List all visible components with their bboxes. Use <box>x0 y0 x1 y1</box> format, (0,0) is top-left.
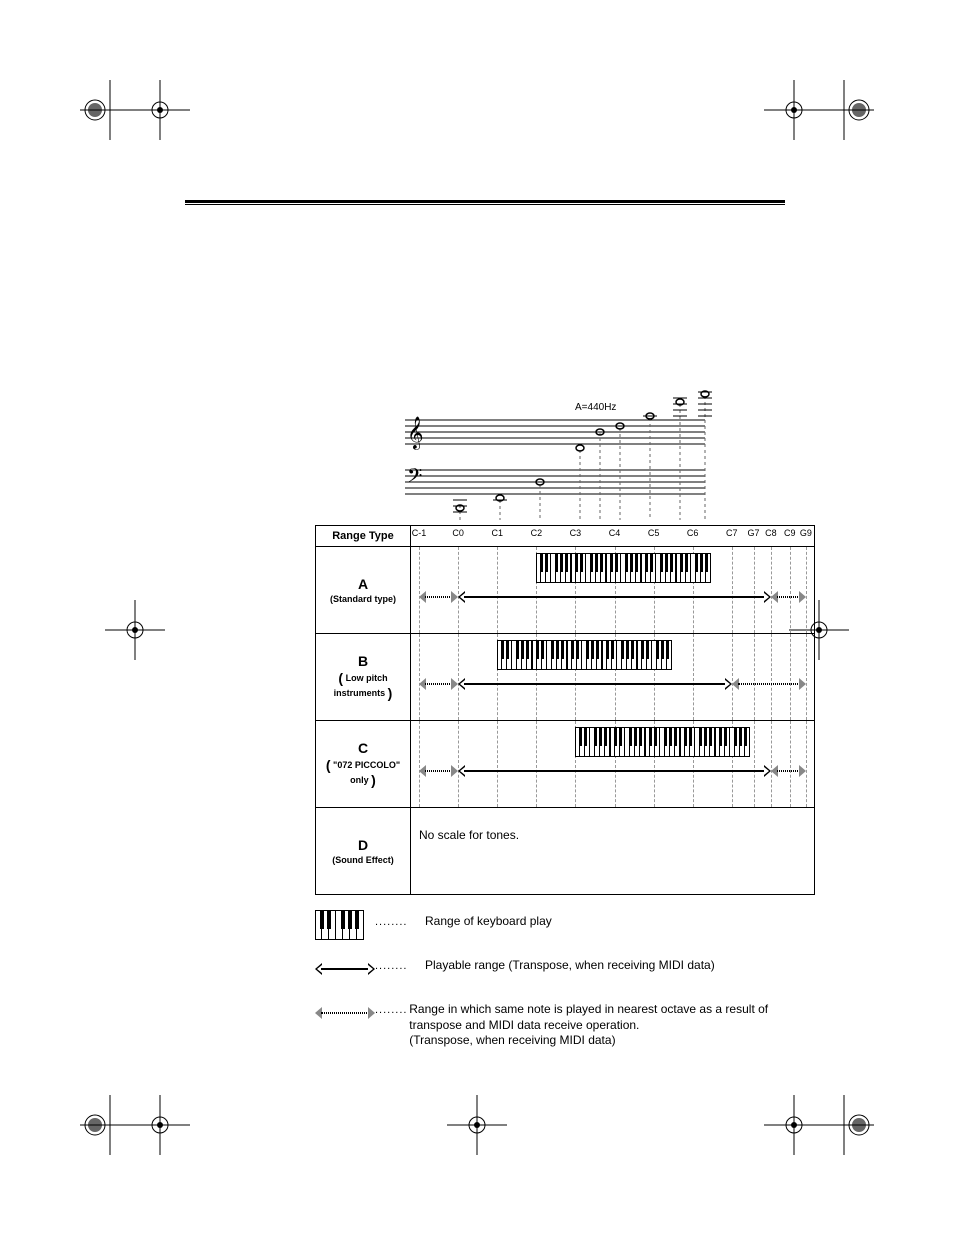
gridline <box>536 721 537 807</box>
gridline <box>458 547 459 633</box>
playable-range-arrow <box>458 591 771 603</box>
dotted-arrow-icon <box>315 998 375 1028</box>
gridline <box>790 547 791 633</box>
range-subtitle: (Sound Effect) <box>332 855 394 865</box>
crop-mark-icon <box>105 600 165 660</box>
octave-label: C3 <box>570 528 582 538</box>
octave-header-row: C-1 C0 C1 C2 C3 C4 C5 C6 C7 G7 C8 C9 G9 <box>411 526 815 547</box>
octave-label: G9 <box>800 528 812 538</box>
staff-notation: 𝄞 𝄢 <box>405 390 815 520</box>
svg-text:𝄢: 𝄢 <box>407 466 422 492</box>
octave-label: C4 <box>609 528 621 538</box>
octave-label: C9 <box>784 528 796 538</box>
table-header-range-type: Range Type <box>316 526 411 547</box>
octave-label: C1 <box>491 528 503 538</box>
legend-item-solid-arrow: ........ Playable range (Transpose, when… <box>315 954 815 984</box>
gridline <box>497 721 498 807</box>
gridline <box>771 547 772 633</box>
gridline <box>771 634 772 720</box>
gridline <box>419 547 420 633</box>
range-letter: A <box>358 576 368 592</box>
gridline <box>458 721 459 807</box>
range-diagram-cell <box>411 634 815 721</box>
dotted-range-arrow <box>732 678 806 690</box>
keyboard-range-icon <box>536 553 711 583</box>
gridline <box>458 634 459 720</box>
octave-label: C0 <box>452 528 464 538</box>
range-subtitle: ( "072 PICCOLO"only ) <box>326 758 400 789</box>
octave-label: C-1 <box>412 528 427 538</box>
gridline <box>790 634 791 720</box>
keyboard-range-icon <box>497 640 672 670</box>
gridline <box>754 547 755 633</box>
svg-text:𝄞: 𝄞 <box>407 417 424 450</box>
range-diagram-cell: No scale for tones. <box>411 808 815 895</box>
page-content: 𝄞 𝄢 <box>75 60 879 1175</box>
range-row-label: D (Sound Effect) <box>316 808 411 895</box>
range-type-table: Range Type C-1 C0 C1 C2 C3 C4 C5 C6 C7 G7 C8 C9 G9 A… <box>315 525 815 895</box>
octave-label: C2 <box>531 528 543 538</box>
octave-label: C8 <box>765 528 777 538</box>
crop-mark-icon <box>130 1095 190 1155</box>
gridline <box>806 547 807 633</box>
gridline <box>806 634 807 720</box>
crop-mark-icon <box>814 80 874 140</box>
legend-dots: ........ <box>375 954 425 972</box>
playable-range-arrow <box>458 765 771 777</box>
octave-label: G7 <box>748 528 760 538</box>
gridline <box>732 547 733 633</box>
octave-label: C7 <box>726 528 738 538</box>
dotted-range-arrow <box>419 591 458 603</box>
legend-item-dotted-arrow: ........ Range in which same note is pla… <box>315 998 815 1049</box>
keyboard-range-icon <box>575 727 750 757</box>
gridline <box>754 721 755 807</box>
gridline <box>497 547 498 633</box>
header-rule <box>185 200 785 205</box>
gridline <box>419 721 420 807</box>
gridline <box>754 634 755 720</box>
range-letter: C <box>358 740 368 756</box>
range-subtitle: (Standard type) <box>330 594 396 604</box>
range-note-text: No scale for tones. <box>411 808 814 862</box>
legend: ........ Range of keyboard play ........… <box>315 910 815 1063</box>
dotted-range-arrow <box>771 765 806 777</box>
range-letter: B <box>358 653 368 669</box>
gridline <box>790 721 791 807</box>
dotted-range-arrow <box>771 591 806 603</box>
gridline <box>806 721 807 807</box>
gridline <box>419 634 420 720</box>
crop-mark-icon <box>130 80 190 140</box>
legend-dots: ........ <box>375 910 425 928</box>
octave-label: C5 <box>648 528 660 538</box>
legend-text: Playable range (Transpose, when receivin… <box>425 954 715 974</box>
tuning-label: A=440Hz <box>575 402 616 413</box>
legend-item-keyboard: ........ Range of keyboard play <box>315 910 815 940</box>
solid-arrow-icon <box>315 954 375 984</box>
keyboard-icon <box>315 910 375 940</box>
gridline <box>732 634 733 720</box>
range-row-label: B ( Low pitchinstruments ) <box>316 634 411 721</box>
range-row-label: A (Standard type) <box>316 547 411 634</box>
crop-mark-icon <box>447 1095 507 1155</box>
playable-range-arrow <box>458 678 732 690</box>
gridline <box>693 634 694 720</box>
legend-text: Range in which same note is played in ne… <box>409 998 815 1049</box>
dotted-range-arrow <box>419 678 458 690</box>
range-subtitle: ( Low pitchinstruments ) <box>334 671 393 702</box>
dotted-range-arrow <box>419 765 458 777</box>
crop-mark-icon <box>814 1095 874 1155</box>
gridline <box>771 721 772 807</box>
range-letter: D <box>358 837 368 853</box>
range-diagram-cell <box>411 721 815 808</box>
range-diagram-cell <box>411 547 815 634</box>
octave-label: C6 <box>687 528 699 538</box>
legend-dots: ........ <box>375 998 409 1016</box>
legend-text: Range of keyboard play <box>425 910 552 930</box>
range-row-label: C ( "072 PICCOLO"only ) <box>316 721 411 808</box>
